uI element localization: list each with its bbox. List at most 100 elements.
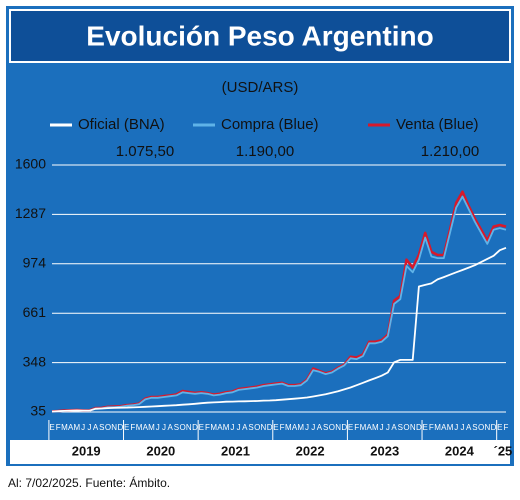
x-tick-label: O	[329, 423, 335, 432]
x-tick-label: F	[429, 423, 434, 432]
x-tick-label: N	[484, 423, 490, 432]
year-label: 2021	[221, 443, 250, 458]
x-tick-label: M	[61, 423, 68, 432]
x-tick-label: F	[130, 423, 135, 432]
x-tick-label: J	[237, 423, 241, 432]
x-tick-label: E	[273, 423, 278, 432]
x-tick-label: F	[280, 423, 285, 432]
x-tick-label: D	[416, 423, 422, 432]
x-tick-label: M	[434, 423, 441, 432]
x-tick-label: O	[105, 423, 111, 432]
y-tick-label: 35	[30, 403, 46, 419]
x-tick-label: E	[124, 423, 129, 432]
x-tick-label: D	[118, 423, 124, 432]
x-tick-label: F	[56, 423, 61, 432]
footnote: Al: 7/02/2025. Fuente: Ámbito.	[8, 475, 170, 490]
x-tick-label: A	[242, 423, 248, 432]
chart-title: Evolución Peso Argentino	[86, 20, 433, 51]
year-label: 2023	[370, 443, 399, 458]
x-tick-label: J	[87, 423, 91, 432]
x-tick-label: A	[466, 423, 472, 432]
x-tick-label: M	[285, 423, 292, 432]
legend-label: Venta (Blue)	[396, 116, 479, 133]
x-tick-label: N	[261, 423, 267, 432]
x-tick-label: A	[367, 423, 373, 432]
x-tick-label: M	[74, 423, 81, 432]
title-band	[9, 9, 511, 63]
x-tick-label: J	[156, 423, 160, 432]
x-tick-label: A	[167, 423, 173, 432]
plot-area	[52, 160, 506, 412]
x-tick-label: D	[267, 423, 273, 432]
year-label: 2020	[146, 443, 175, 458]
x-tick-label: E	[49, 423, 54, 432]
x-tick-label: E	[199, 423, 204, 432]
x-tick-label: E	[497, 423, 502, 432]
legend-label: Oficial (BNA)	[78, 116, 165, 133]
year-label: 2024	[445, 443, 475, 458]
y-tick-label: 1287	[15, 205, 46, 221]
legend-label: Compra (Blue)	[221, 116, 319, 133]
x-tick-label: O	[403, 423, 409, 432]
x-tick-label: A	[143, 423, 149, 432]
x-tick-label: A	[317, 423, 323, 432]
x-tick-label: S	[398, 423, 403, 432]
latest-value: 1.190,00	[236, 143, 294, 160]
latest-value: 1.210,00	[421, 143, 479, 160]
x-tick-label: J	[454, 423, 458, 432]
latest-value: 1.075,50	[116, 143, 174, 160]
y-tick-label: 661	[23, 304, 47, 320]
x-tick-label: A	[391, 423, 397, 432]
x-tick-label: D	[341, 423, 347, 432]
subtitle: (USD/ARS)	[222, 79, 299, 96]
year-label: 2022	[296, 443, 325, 458]
x-tick-label: J	[305, 423, 309, 432]
x-tick-label: E	[422, 423, 427, 432]
x-tick-label: A	[93, 423, 99, 432]
x-tick-label: E	[348, 423, 353, 432]
x-tick-label: F	[504, 423, 509, 432]
x-tick-label: J	[311, 423, 315, 432]
x-tick-label: J	[386, 423, 390, 432]
x-tick-label: M	[447, 423, 454, 432]
x-tick-label: M	[223, 423, 230, 432]
x-tick-label: A	[217, 423, 223, 432]
x-tick-label: A	[68, 423, 74, 432]
x-tick-label: J	[380, 423, 384, 432]
year-band	[10, 440, 510, 464]
series-line	[51, 195, 507, 413]
x-tick-label: N	[410, 423, 416, 432]
year-label: ´25	[493, 443, 512, 458]
x-tick-label: O	[179, 423, 185, 432]
x-tick-label: D	[491, 423, 497, 432]
x-tick-label: D	[192, 423, 198, 432]
series-line	[51, 246, 507, 413]
x-tick-label: M	[148, 423, 155, 432]
x-tick-label: M	[210, 423, 217, 432]
x-tick-label: O	[478, 423, 484, 432]
x-tick-label: M	[297, 423, 304, 432]
x-tick-label: M	[372, 423, 379, 432]
x-tick-label: M	[136, 423, 143, 432]
x-tick-label: S	[248, 423, 253, 432]
x-tick-label: J	[230, 423, 234, 432]
x-tick-label: N	[111, 423, 117, 432]
x-tick-label: N	[335, 423, 341, 432]
x-tick-label: F	[354, 423, 359, 432]
x-tick-label: N	[186, 423, 192, 432]
x-tick-label: S	[99, 423, 104, 432]
x-tick-label: J	[460, 423, 464, 432]
x-tick-label: S	[174, 423, 179, 432]
x-tick-label: M	[360, 423, 367, 432]
y-tick-label: 1600	[15, 156, 46, 172]
x-tick-label: A	[441, 423, 447, 432]
x-tick-label: S	[472, 423, 477, 432]
x-tick-label: F	[205, 423, 210, 432]
y-tick-label: 348	[23, 353, 47, 369]
x-tick-label: O	[254, 423, 260, 432]
y-tick-label: 974	[23, 255, 47, 271]
year-label: 2019	[72, 443, 101, 458]
x-tick-label: J	[81, 423, 85, 432]
